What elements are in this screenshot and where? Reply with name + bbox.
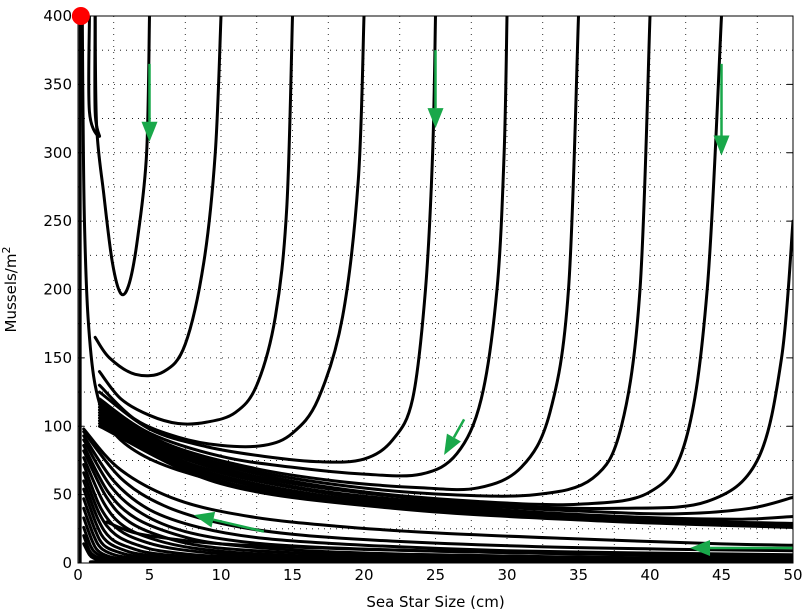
trajectory-line-21 [82,434,793,557]
x-tick-label: 25 [426,566,445,584]
y-tick-label: 150 [43,349,72,367]
x-tick-label: 30 [497,566,516,584]
trajectory-line-9 [97,16,652,498]
y-axis-label: Mussels/m2 [0,247,20,333]
x-tick-label: 35 [569,566,588,584]
x-tick-label: 10 [211,566,230,584]
trajectory-line-2 [93,16,151,297]
direction-arrow-shaft-5 [213,518,265,533]
direction-arrows [141,50,793,556]
equilibrium-point [71,7,90,25]
direction-arrow-head-5 [193,511,216,528]
y-tick-label: 250 [43,212,72,230]
x-tick-label: 20 [354,566,373,584]
trajectory-line-19 [82,427,793,547]
equilibrium-marker [71,7,90,25]
trajectory-line-4 [97,16,294,426]
x-tick-label: 0 [73,566,83,584]
x-axis-label: Sea Star Size (cm) [366,593,504,611]
y-tick-label: 350 [43,75,72,93]
direction-arrow-head-2 [427,108,444,129]
direction-arrow-head-1 [141,121,158,142]
y-tick-label: 100 [43,417,72,435]
trajectory-line-5 [97,16,366,449]
trajectory-line-12 [97,411,793,516]
trajectory-line-36 [105,520,793,560]
x-tick-label: 15 [283,566,302,584]
y-axis-label-superscript: 2 [0,247,13,254]
y-tick-label: 300 [43,144,72,162]
x-tick-label: 50 [783,566,802,584]
direction-arrow-head-6 [690,539,711,556]
x-tick-label: 5 [145,566,155,584]
trajectory-line-20 [82,430,793,553]
y-tick-label: 50 [53,486,72,504]
y-tick-label: 0 [62,554,72,572]
trajectory-line-10 [97,16,723,507]
trajectory-line-18 [80,16,793,527]
y-axis-label-base: Mussels/m [2,254,20,333]
y-tick-label: 400 [43,7,72,25]
trajectory-line-13 [97,413,793,521]
direction-arrow-head-3 [713,135,730,156]
trajectory-line-7 [97,16,509,478]
trajectory-line-6 [97,16,437,464]
y-tick-label: 200 [43,281,72,299]
trajectory-line-11 [97,219,793,510]
axis-ticks: 0 5 10 15 20 25 30 35 40 45 50 0 50 100 150 200 250 300 35… [43,7,802,584]
x-tick-label: 40 [640,566,659,584]
direction-arrow-shaft-4 [452,418,466,439]
trajectory-line-3 [93,16,223,378]
direction-arrow-head-4 [444,433,461,455]
trajectory-line-8 [97,16,580,492]
x-tick-label: 45 [712,566,731,584]
